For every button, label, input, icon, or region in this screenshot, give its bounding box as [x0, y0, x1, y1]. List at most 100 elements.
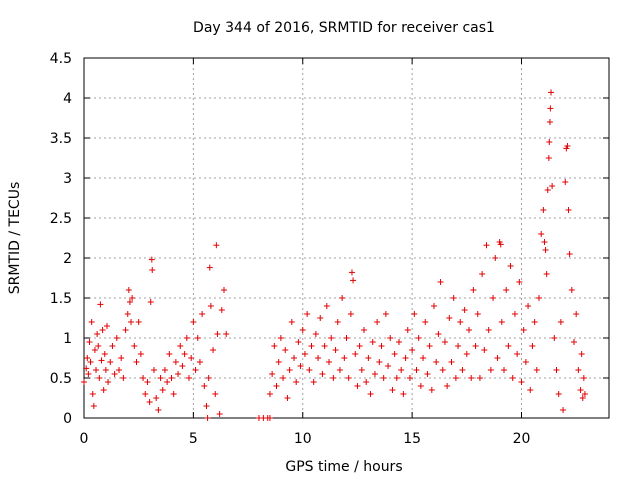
data-point — [463, 351, 470, 357]
data-point — [133, 359, 140, 365]
data-point — [266, 415, 273, 421]
data-point — [365, 355, 372, 361]
data-point — [437, 279, 444, 285]
data-point — [487, 367, 494, 373]
data-point — [441, 339, 448, 345]
data-point — [102, 367, 109, 373]
data-point — [116, 367, 122, 373]
data-point — [497, 241, 504, 248]
data-point — [89, 391, 96, 397]
data-point — [157, 375, 164, 381]
data-point — [159, 387, 166, 393]
data-point — [411, 311, 418, 317]
data-point — [280, 375, 287, 381]
data-point — [142, 391, 149, 397]
data-point — [103, 323, 110, 329]
data-point — [479, 271, 486, 277]
y-tick-label: 3 — [63, 171, 72, 187]
data-point — [341, 355, 348, 361]
y-axis-label: SRMTID / TECUs — [7, 182, 23, 295]
data-point — [483, 242, 490, 249]
data-point — [557, 319, 564, 325]
data-point — [485, 327, 492, 333]
data-point — [406, 375, 413, 381]
data-point — [310, 379, 317, 385]
data-point — [525, 303, 532, 309]
data-point — [389, 387, 396, 393]
data-point — [579, 395, 586, 401]
data-point — [345, 375, 352, 381]
data-point — [94, 331, 101, 337]
data-point — [347, 311, 354, 317]
data-point — [396, 339, 402, 345]
data-point — [137, 351, 144, 357]
data-point — [433, 359, 440, 365]
data-point — [387, 335, 394, 341]
data-point — [468, 375, 475, 381]
y-tick-label: 1 — [63, 331, 72, 347]
x-tick-label: 0 — [80, 431, 89, 447]
data-point — [415, 335, 422, 341]
data-point — [308, 343, 315, 349]
data-point — [511, 311, 518, 317]
data-point — [144, 379, 151, 385]
data-point — [190, 319, 197, 325]
data-point — [400, 391, 407, 397]
data-point — [183, 335, 190, 341]
data-point — [271, 343, 278, 349]
data-point — [170, 391, 177, 397]
data-point — [358, 367, 365, 373]
data-point — [455, 343, 462, 349]
data-point — [293, 379, 300, 385]
data-point — [538, 231, 545, 237]
data-point — [543, 271, 550, 277]
data-point — [402, 355, 409, 361]
y-tick-label: 3.5 — [50, 131, 72, 147]
data-point — [128, 319, 135, 325]
data-point — [391, 351, 398, 357]
data-point — [367, 391, 374, 397]
data-point — [529, 343, 536, 349]
data-point — [273, 383, 280, 389]
x-tick-label: 15 — [403, 431, 421, 447]
data-point — [549, 183, 556, 189]
data-point — [126, 299, 133, 305]
data-point — [146, 399, 153, 405]
data-point — [492, 255, 499, 261]
data-point — [205, 375, 212, 381]
data-point — [371, 371, 378, 377]
data-point — [161, 367, 168, 373]
data-point — [306, 367, 313, 373]
data-point — [194, 335, 201, 341]
data-point — [212, 391, 219, 397]
data-point — [86, 339, 93, 345]
data-point — [295, 339, 302, 345]
data-point — [363, 379, 370, 385]
data-point — [179, 363, 186, 369]
data-point — [207, 303, 214, 309]
data-point — [291, 355, 297, 361]
data-point — [566, 251, 573, 257]
data-point — [330, 375, 337, 381]
data-point — [522, 359, 529, 365]
data-point — [505, 343, 512, 349]
data-point — [382, 311, 389, 317]
data-point — [312, 331, 319, 337]
data-point — [111, 371, 118, 377]
data-point — [147, 299, 154, 305]
data-point — [221, 287, 227, 293]
data-point — [472, 343, 479, 349]
data-point — [323, 303, 330, 309]
data-point — [213, 242, 220, 249]
tick-labels: 0 0.5 1 1.5 2 2.5 3 3.5 4 4.5 0 5 10 15 20 — [50, 51, 531, 447]
data-point — [96, 375, 103, 381]
data-point — [542, 247, 549, 253]
data-point — [304, 311, 311, 317]
data-point — [439, 367, 446, 373]
data-point — [334, 319, 341, 325]
data-point — [498, 319, 505, 325]
data-point — [413, 367, 420, 373]
data-point — [544, 187, 551, 193]
data-point — [105, 379, 112, 385]
data-point — [546, 139, 553, 145]
